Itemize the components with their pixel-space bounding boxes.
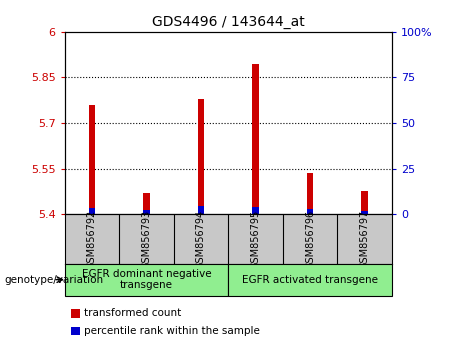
Bar [89,208,95,214]
Bar [143,193,150,214]
Text: GSM856796: GSM856796 [305,209,315,269]
Text: EGFR dominant negative
transgene: EGFR dominant negative transgene [82,269,211,291]
Bar [65,264,228,296]
Bar [252,64,259,214]
Text: transformed count: transformed count [84,308,182,318]
Text: EGFR activated transgene: EGFR activated transgene [242,275,378,285]
Title: GDS4496 / 143644_at: GDS4496 / 143644_at [152,16,305,29]
Bar [143,210,150,214]
Text: GSM856793: GSM856793 [142,209,151,269]
Bar [228,264,392,296]
Bar [89,105,95,214]
Text: GSM856797: GSM856797 [360,209,370,269]
Bar [198,206,204,214]
Bar [198,99,204,214]
Text: GSM856794: GSM856794 [196,209,206,269]
Text: percentile rank within the sample: percentile rank within the sample [84,326,260,336]
Bar [252,207,259,214]
Bar [361,211,368,214]
Bar [307,173,313,214]
Text: genotype/variation: genotype/variation [5,275,104,285]
Bar [307,209,313,214]
Text: GSM856795: GSM856795 [250,209,260,269]
Text: GSM856792: GSM856792 [87,209,97,269]
Bar [361,192,368,214]
